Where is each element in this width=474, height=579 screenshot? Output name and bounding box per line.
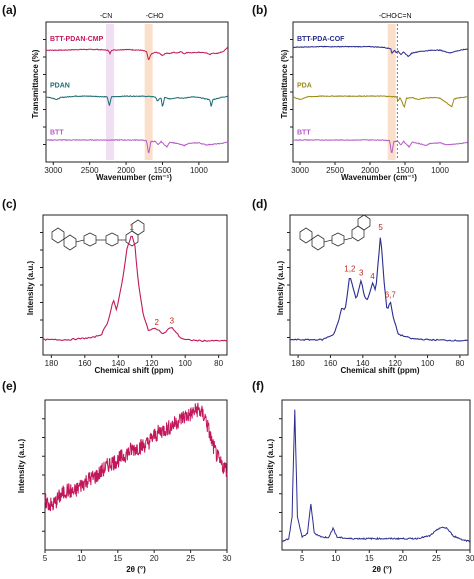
peak-label-d-1: 3: [359, 269, 364, 278]
x-tick-label-f-3: 20: [398, 554, 407, 563]
panel-label-d: (d): [252, 197, 267, 211]
series-label-a-0: BTT-PDAN-CMP: [50, 36, 104, 43]
x-tick-label-e-2: 15: [113, 554, 122, 563]
x-tick-label-e-1: 10: [77, 554, 86, 563]
panel-label-e: (e): [2, 379, 17, 393]
plot-frame-c: [42, 214, 228, 356]
series-line-f: [281, 409, 471, 543]
x-tick-label-d-0: 180: [291, 359, 305, 368]
xlabel-e: 2θ (°): [126, 565, 146, 574]
peak-label-d-2: 4: [370, 272, 375, 281]
peak-label-c-2: 3: [170, 317, 175, 326]
annotation-b-0: -CHO: [379, 13, 397, 20]
xlabel-f: 2θ (°): [372, 565, 392, 574]
molecule-structure-d: [299, 214, 371, 251]
panel-label-c: (c): [2, 197, 17, 211]
series-line-b-0: [293, 45, 469, 58]
peak-label-d-0: 1,2: [344, 264, 356, 273]
x-tick-label-e-4: 25: [186, 554, 195, 563]
x-tick-label-c-4: 100: [179, 359, 193, 368]
series-line-b-2: [292, 138, 469, 154]
ylabel-d: Intensity (a.u.): [276, 261, 285, 316]
highlight-band-a-0: [106, 24, 115, 160]
panel-label-a: (a): [2, 3, 17, 17]
series-label-a-2: BTT: [50, 129, 64, 136]
x-tick-label-d-4: 100: [421, 359, 435, 368]
x-tick-label-b-3: 1500: [396, 166, 414, 175]
x-tick-label-f-1: 10: [331, 554, 340, 563]
annotation-b-1: -C=N: [395, 13, 412, 20]
ylabel-f: Intensity (a.u.): [266, 439, 275, 494]
x-tick-label-d-5: 80: [455, 359, 464, 368]
charts-layer: 3000 2500 2000 1500 1000 -CN -CHO BTT-PDAN-CMP P…: [40, 13, 474, 563]
x-tick-label-f-0: 5: [300, 554, 305, 563]
highlight-band-a-1: [144, 24, 153, 160]
series-label-a-1: PDAN: [50, 83, 70, 90]
panel-label-b: (b): [252, 3, 267, 17]
x-tick-label-f-2: 15: [365, 554, 374, 563]
peak-label-d-3: 5: [378, 223, 383, 232]
x-tick-label-f-4: 25: [432, 554, 441, 563]
x-tick-label-c-3: 120: [145, 359, 159, 368]
xlabel-a: Wavenumber (cm⁻¹): [96, 173, 172, 182]
series-line-a-0: [45, 46, 229, 61]
series-line-e: [44, 402, 228, 512]
peak-label-c-0: 1: [129, 223, 134, 232]
x-tick-label-d-3: 120: [389, 359, 403, 368]
x-tick-label-b-4: 1000: [431, 166, 449, 175]
x-tick-label-e-0: 5: [43, 554, 48, 563]
x-tick-label-c-5: 80: [214, 359, 223, 368]
x-tick-label-a-1: 2500: [81, 166, 99, 175]
x-tick-label-d-2: 140: [356, 359, 370, 368]
x-tick-label-b-2: 2000: [361, 166, 379, 175]
series-line-c: [42, 235, 228, 343]
x-tick-label-a-2: 2000: [117, 166, 135, 175]
annotation-a-1: -CHO: [146, 13, 164, 20]
series-line-a-1: [45, 95, 229, 108]
x-tick-label-b-0: 3000: [291, 166, 309, 175]
x-tick-label-c-0: 180: [45, 359, 59, 368]
x-tick-label-c-1: 160: [78, 359, 92, 368]
peak-label-c-1: 2: [155, 318, 160, 327]
xlabel-b: Wavenumber (cm⁻¹): [341, 173, 417, 182]
x-tick-label-a-0: 3000: [44, 166, 62, 175]
series-label-b-1: PDA: [297, 83, 312, 90]
x-tick-label-c-2: 140: [112, 359, 126, 368]
x-tick-label-e-3: 20: [150, 554, 159, 563]
x-tick-label-a-4: 1000: [190, 166, 208, 175]
ylabel-e: Intensity (a.u.): [17, 439, 26, 494]
series-label-b-0: BTT-PDA-COF: [297, 36, 345, 43]
x-tick-label-b-1: 2500: [326, 166, 344, 175]
peak-label-d-4: 6,7: [385, 291, 397, 300]
series-line-d: [289, 237, 469, 342]
series-line-a-2: [45, 138, 229, 154]
plot-frame-e: [44, 399, 228, 551]
x-tick-label-a-3: 1500: [154, 166, 172, 175]
annotation-a-0: -CN: [100, 13, 112, 20]
ylabel-c: Intensity (a.u.): [26, 261, 35, 316]
ylabel-b: Transmittance (%): [280, 49, 289, 118]
x-tick-label-e-5: 30: [223, 554, 232, 563]
molecule-structure-c: [51, 219, 145, 251]
series-line-b-1: [292, 94, 469, 109]
xlabel-d: Chemical shift (ppm): [340, 366, 419, 375]
ylabel-a: Transmittance (%): [31, 49, 40, 118]
highlight-band-b-0: [387, 24, 396, 160]
x-tick-label-d-1: 160: [324, 359, 338, 368]
series-label-b-2: BTT: [297, 129, 311, 136]
x-tick-label-f-5: 30: [466, 554, 474, 563]
xlabel-c: Chemical shift (ppm): [94, 366, 173, 375]
panel-label-f: (f): [252, 379, 264, 393]
